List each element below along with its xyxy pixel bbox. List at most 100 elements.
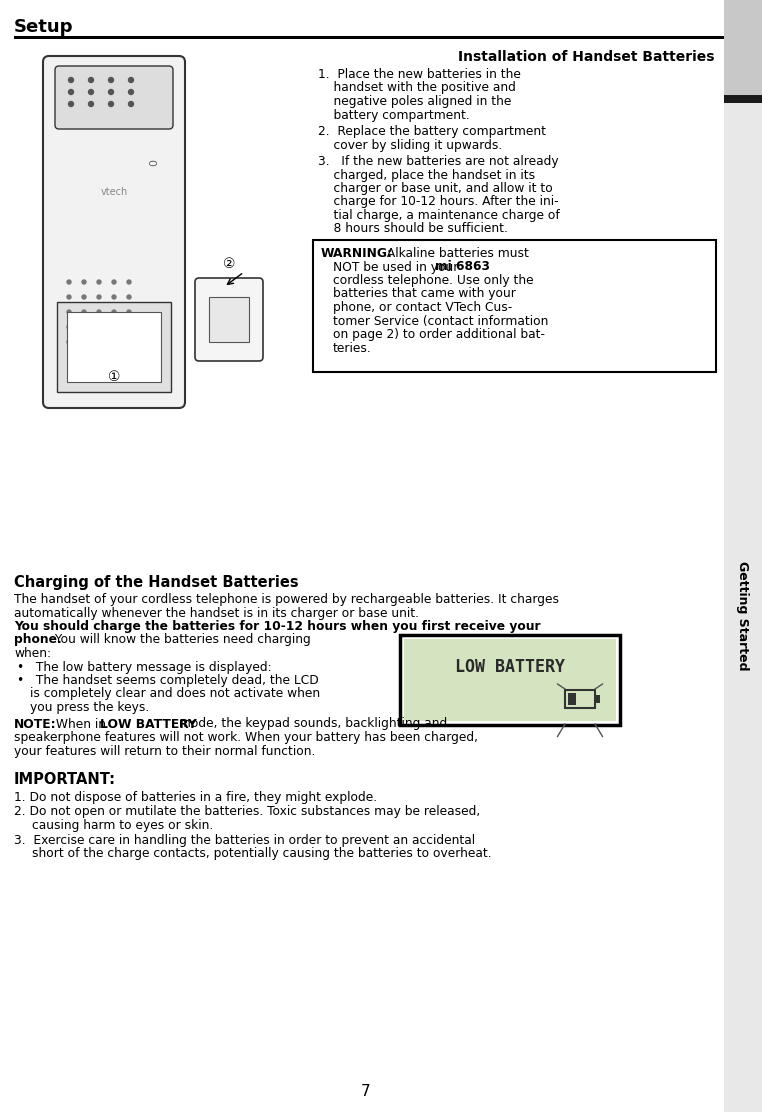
Circle shape [112,325,116,329]
Circle shape [82,295,86,299]
Text: The handset of your cordless telephone is powered by rechargeable batteries. It : The handset of your cordless telephone i… [14,593,559,606]
Circle shape [127,280,131,284]
Circle shape [69,78,73,82]
Text: 0: 0 [149,159,159,166]
FancyBboxPatch shape [195,278,263,361]
Text: teries.: teries. [333,341,372,355]
Text: •   The low battery message is displayed:: • The low battery message is displayed: [17,661,271,674]
Circle shape [112,340,116,344]
Circle shape [127,340,131,344]
Circle shape [129,89,133,95]
Text: speakerphone features will not work. When your battery has been charged,: speakerphone features will not work. Whe… [14,731,478,744]
Text: NOTE:: NOTE: [14,717,56,731]
Circle shape [67,280,71,284]
Text: ①: ① [107,370,120,384]
Text: 3.   If the new batteries are not already: 3. If the new batteries are not already [318,155,559,168]
Text: your features will return to their normal function.: your features will return to their norma… [14,745,315,757]
Bar [67,312,161,383]
Text: mi 6863: mi 6863 [435,260,490,274]
Text: cordless telephone. Use only the: cordless telephone. Use only the [333,274,533,287]
Text: vtech: vtech [101,187,127,197]
Circle shape [108,101,114,107]
Text: cover by sliding it upwards.: cover by sliding it upwards. [318,139,502,151]
Bar [313,240,716,371]
Text: causing harm to eyes or skin.: causing harm to eyes or skin. [32,818,213,832]
Circle shape [112,280,116,284]
Circle shape [112,295,116,299]
Circle shape [97,280,101,284]
Text: You should charge the batteries for 10-12 hours when you first receive your: You should charge the batteries for 10-1… [14,620,540,633]
Text: When in: When in [52,717,110,731]
Text: phone, or contact VTech Cus-: phone, or contact VTech Cus- [333,301,512,314]
FancyBboxPatch shape [55,66,173,129]
Text: you press the keys.: you press the keys. [30,701,149,714]
Circle shape [67,340,71,344]
Bar [400,635,620,725]
Circle shape [82,340,86,344]
Bar [724,0,762,95]
Circle shape [69,101,73,107]
Text: short of the charge contacts, potentially causing the batteries to overheat.: short of the charge contacts, potentiall… [32,847,491,861]
Text: LOW BATTERY: LOW BATTERY [455,658,565,676]
Text: Alkaline batteries must: Alkaline batteries must [383,247,529,260]
Text: 1.  Place the new batteries in the: 1. Place the new batteries in the [318,68,521,81]
Circle shape [97,310,101,314]
Circle shape [129,78,133,82]
Text: IMPORTANT:: IMPORTANT: [14,772,116,786]
Circle shape [127,310,131,314]
Text: Setup: Setup [14,18,73,36]
Circle shape [97,325,101,329]
Circle shape [69,89,73,95]
Text: tial charge, a maintenance charge of: tial charge, a maintenance charge of [318,209,560,222]
Text: batteries that came with your: batteries that came with your [333,288,516,300]
Circle shape [88,78,94,82]
Bar [568,693,576,705]
Text: WARNING:: WARNING: [321,247,393,260]
Circle shape [108,78,114,82]
Text: when:: when: [14,647,51,661]
Bar [14,36,724,39]
Circle shape [127,295,131,299]
Circle shape [97,340,101,344]
Text: on page 2) to order additional bat-: on page 2) to order additional bat- [333,328,545,341]
Circle shape [108,89,114,95]
Text: handset with the positive and: handset with the positive and [318,81,516,95]
Circle shape [88,89,94,95]
Text: Getting Started: Getting Started [737,562,750,671]
Text: 8 hours should be sufficient.: 8 hours should be sufficient. [318,222,508,236]
Circle shape [82,325,86,329]
Text: charged, place the handset in its: charged, place the handset in its [318,169,535,181]
Circle shape [97,295,101,299]
Text: LOW BATTERY: LOW BATTERY [100,717,197,731]
Text: Installation of Handset Batteries: Installation of Handset Batteries [457,50,714,64]
Text: 2. Do not open or mutilate the batteries. Toxic substances may be released,: 2. Do not open or mutilate the batteries… [14,805,480,818]
Bar [724,95,762,103]
Bar [724,0,762,1112]
Circle shape [67,310,71,314]
Circle shape [82,280,86,284]
Text: mode, the keypad sounds, backlighting and: mode, the keypad sounds, backlighting an… [175,717,447,731]
Text: 2.  Replace the battery compartment: 2. Replace the battery compartment [318,125,546,138]
Circle shape [129,101,133,107]
Bar [209,297,249,342]
Bar [57,302,171,393]
Bar [404,639,616,721]
Bar [565,691,595,708]
Text: charge for 10-12 hours. After the ini-: charge for 10-12 hours. After the ini- [318,196,559,209]
Circle shape [82,310,86,314]
Text: charger or base unit, and allow it to: charger or base unit, and allow it to [318,182,552,195]
Circle shape [88,101,94,107]
Text: phone.: phone. [14,634,62,646]
FancyBboxPatch shape [43,56,185,408]
Text: NOT be used in your: NOT be used in your [333,260,463,274]
Text: automatically whenever the handset is in its charger or base unit.: automatically whenever the handset is in… [14,606,419,619]
Text: negative poles aligned in the: negative poles aligned in the [318,95,511,108]
Text: You will know the batteries need charging: You will know the batteries need chargin… [51,634,311,646]
Circle shape [67,325,71,329]
Circle shape [67,295,71,299]
Text: battery compartment.: battery compartment. [318,109,469,121]
Text: 1. Do not dispose of batteries in a fire, they might explode.: 1. Do not dispose of batteries in a fire… [14,792,377,804]
Text: tomer Service (contact information: tomer Service (contact information [333,315,549,328]
Text: is completely clear and does not activate when: is completely clear and does not activat… [30,687,320,701]
Text: ②: ② [223,257,235,271]
